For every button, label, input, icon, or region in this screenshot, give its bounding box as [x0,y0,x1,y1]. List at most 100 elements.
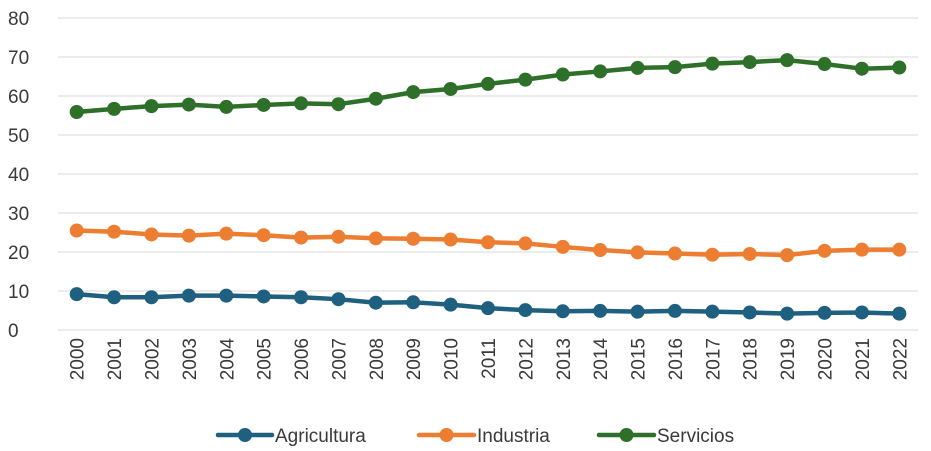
legend-label: Industria [477,426,550,447]
data-point-servicios-2022 [892,60,907,75]
data-point-industria-2005 [256,228,271,243]
y-tick-label: 40 [8,165,29,186]
x-tick-label: 2007 [329,338,350,380]
x-tick-label: 2004 [217,338,238,381]
data-point-servicios-2018 [742,55,757,70]
series-layer [69,53,907,321]
data-point-industria-2006 [294,230,309,245]
data-point-industria-2003 [181,228,196,243]
data-point-industria-2008 [368,231,383,246]
x-tick-label: 2006 [292,338,313,380]
x-tick-label: 2003 [180,338,201,380]
legend-label: Agricultura [275,426,366,447]
x-tick-label: 2018 [741,338,762,380]
data-point-servicios-2002 [144,99,159,114]
data-point-industria-2021 [854,242,869,257]
y-tick-label: 80 [8,9,29,30]
data-point-agricultura-2021 [854,305,869,320]
data-point-servicios-2014 [593,64,608,79]
data-point-agricultura-2002 [144,290,159,305]
data-point-servicios-2013 [555,67,570,82]
data-point-servicios-2001 [107,101,122,116]
data-point-agricultura-2011 [481,301,495,316]
data-point-servicios-2010 [443,81,458,96]
data-point-agricultura-2009 [406,295,421,310]
data-point-agricultura-2020 [817,305,832,320]
data-point-agricultura-2016 [667,303,682,318]
data-point-servicios-2016 [667,60,682,75]
x-tick-label: 2011 [479,338,500,379]
data-point-agricultura-2012 [518,303,533,318]
data-point-industria-2017 [705,247,720,262]
data-point-agricultura-2006 [294,290,309,305]
data-point-industria-2011 [481,235,495,250]
data-point-industria-2000 [69,223,84,238]
y-tick-label: 0 [8,321,19,342]
y-tick-label: 30 [8,204,29,225]
x-tick-label: 2019 [778,338,799,380]
x-tick-label: 2001 [105,338,126,380]
legend-swatch-marker [238,428,252,442]
data-point-agricultura-2017 [705,304,720,319]
series-industria [69,223,907,263]
data-point-industria-2020 [817,243,832,258]
x-tick-label: 2014 [591,338,612,381]
data-point-industria-2018 [742,246,757,261]
data-point-industria-2019 [780,248,795,263]
series-agricultura [69,287,907,321]
data-point-servicios-2005 [256,97,271,112]
data-point-industria-2014 [593,243,608,258]
data-point-industria-2009 [406,231,421,246]
data-point-servicios-2009 [406,85,421,100]
legend-swatch-marker [619,428,634,442]
data-point-industria-2010 [443,232,458,247]
x-tick-label: 2000 [68,338,89,380]
data-point-agricultura-2014 [593,303,608,318]
data-point-servicios-2021 [854,61,869,76]
data-point-servicios-2008 [368,91,383,106]
data-point-industria-2001 [107,224,122,239]
x-tick-label: 2016 [666,338,687,380]
y-tick-label: 20 [8,243,29,264]
legend: Agricultura Industria Servicios [215,426,734,447]
y-tick-label: 60 [8,87,29,108]
data-point-agricultura-2001 [107,290,122,305]
y-tick-label: 50 [8,126,29,147]
data-point-agricultura-2019 [780,306,795,321]
y-axis-tick-labels: 0 10 20 30 40 50 60 70 80 [8,9,29,342]
data-point-agricultura-2000 [69,287,84,302]
data-point-agricultura-2018 [742,305,757,320]
data-point-agricultura-2004 [219,288,234,303]
data-point-servicios-2020 [817,57,832,72]
data-point-agricultura-2010 [443,297,458,312]
x-tick-label: 2010 [442,338,463,380]
data-point-industria-2015 [630,245,645,260]
x-tick-label: 2008 [367,338,388,380]
legend-label: Servicios [657,426,734,447]
data-point-agricultura-2022 [892,306,907,321]
data-point-servicios-2000 [69,104,84,119]
x-tick-label: 2012 [516,338,537,380]
x-tick-label: 2013 [554,338,575,380]
data-point-agricultura-2013 [555,304,570,319]
legend-swatch-marker [439,428,454,442]
x-tick-label: 2005 [255,338,276,380]
data-point-servicios-2004 [219,99,234,114]
legend-item-industria: Industria [416,426,550,447]
data-point-agricultura-2015 [630,304,645,319]
y-tick-label: 10 [8,282,29,303]
x-tick-label: 2002 [142,338,163,380]
data-point-industria-2022 [892,242,907,257]
data-point-industria-2013 [555,239,570,254]
data-point-servicios-2011 [481,76,495,91]
x-tick-label: 2009 [404,338,425,380]
data-point-servicios-2017 [705,56,720,71]
legend-item-servicios: Servicios [596,426,734,447]
x-tick-label: 2021 [853,338,874,380]
data-point-servicios-2007 [331,97,346,112]
data-point-servicios-2019 [780,53,795,68]
x-tick-label: 2015 [629,338,650,380]
gridlines [58,17,918,331]
data-point-servicios-2012 [518,72,533,87]
